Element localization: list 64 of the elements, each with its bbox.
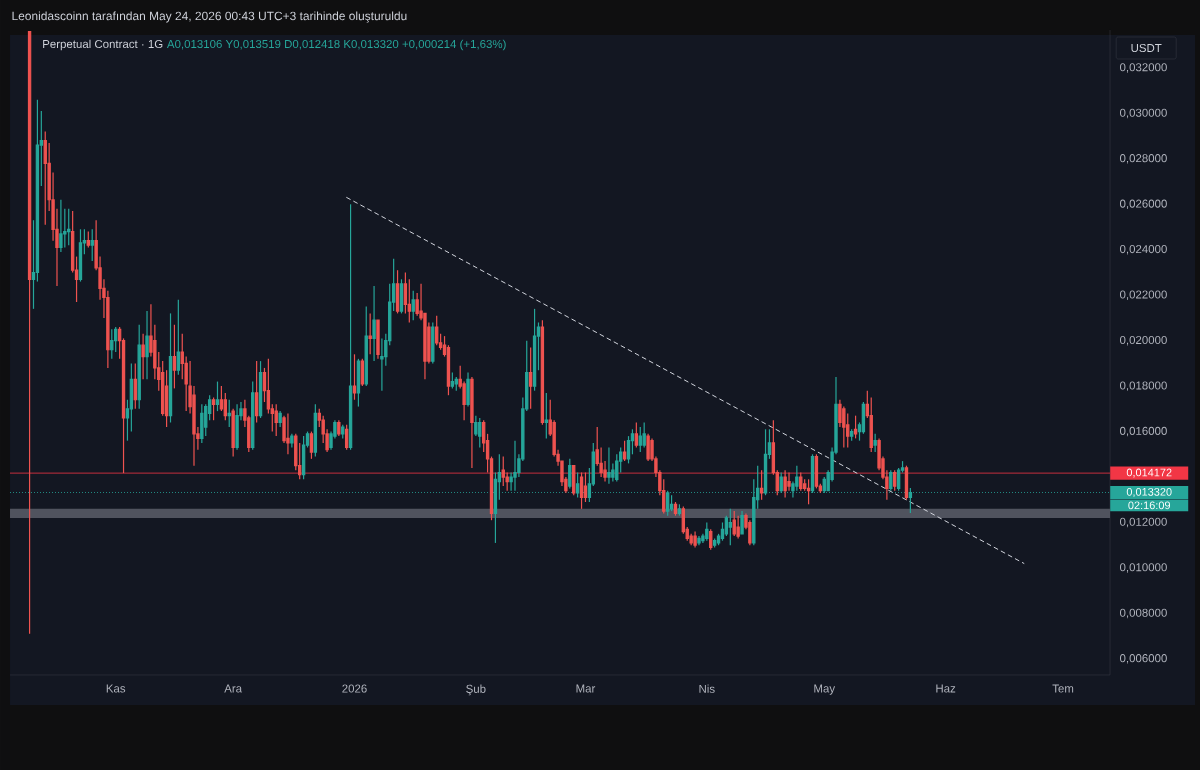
- text: 02:16:09: [1128, 501, 1171, 510]
- x-tick-label: Nis: [699, 684, 715, 693]
- y-tick-label: 0,024000: [1119, 245, 1167, 255]
- candlestick: [141, 333, 145, 380]
- candlestick: [192, 385, 196, 467]
- text: Perpetual Contract · 1G: [43, 39, 163, 51]
- ref-line-label: 0,013320: [1126, 487, 1172, 498]
- candlestick: [783, 469, 787, 499]
- x-tick-label: Şub: [466, 684, 486, 696]
- y-tick-label: 0,020000: [1119, 335, 1167, 346]
- y-tick-label: 0,012000: [1119, 517, 1167, 528]
- candlestick: [799, 471, 803, 492]
- candlestick: [282, 415, 286, 444]
- y-tick-label: 0,022000: [1119, 290, 1167, 300]
- chart-title: Leonidascoinn tarafından May 24, 2026 00:43 UTC+3 tarihinde oluşturuldu: [12, 11, 407, 23]
- y-tick-label: 0,028000: [1119, 154, 1167, 164]
- candlestick: [290, 433, 294, 449]
- annotation: A0,013106 Y0,013519 D0,012418 K0,013320 +0,000214 (+1,63%): [166, 39, 506, 51]
- y-tick-label: 0,030000: [1119, 108, 1167, 119]
- y-tick-label: 0,010000: [1119, 563, 1167, 573]
- candlestick: [736, 515, 740, 539]
- x-tick-label: Tem: [1052, 684, 1074, 693]
- x-tick-label: Ara: [224, 684, 243, 693]
- candlestick: [470, 376, 474, 469]
- candlestick: [599, 446, 603, 478]
- candlestick: [176, 299, 181, 376]
- candlestick: [838, 399, 842, 428]
- y-tick-label: 0,008000: [1119, 608, 1167, 619]
- candlestick: [697, 535, 701, 546]
- candlestick: [106, 290, 110, 369]
- candlestick: [693, 530, 697, 549]
- y-tick-label: 0,016000: [1119, 426, 1167, 437]
- candlestick: [231, 408, 235, 458]
- candlestick: [701, 533, 705, 544]
- y-tick-label: 0,032000: [1119, 63, 1167, 73]
- candlestick: [607, 446, 611, 485]
- candlestick: [153, 324, 157, 380]
- candlestick: [372, 285, 376, 362]
- candlestick: [462, 380, 466, 421]
- candlestick: [873, 433, 877, 453]
- candlestick: [787, 471, 791, 492]
- candlestick: [646, 433, 650, 462]
- y-tick-label: 0,006000: [1119, 654, 1167, 664]
- candlestick: [380, 337, 384, 392]
- candlestick: [235, 403, 239, 451]
- x-tick-label: Mar: [576, 684, 596, 693]
- candlestick: [286, 412, 290, 455]
- x-tick-label: Haz: [936, 684, 956, 693]
- candlestick: [552, 419, 556, 458]
- candlestick: [145, 310, 149, 380]
- candlestick: [869, 396, 873, 453]
- candlestick: [466, 371, 470, 408]
- y-axis-title: USDT: [1131, 43, 1162, 53]
- x-tick-label: 2026: [342, 684, 367, 693]
- candlestick: [748, 519, 752, 546]
- y-tick-label: 0,018000: [1119, 381, 1167, 391]
- candlestick: [278, 410, 282, 428]
- x-tick-label: Kas: [106, 684, 126, 693]
- candlestick: [59, 199, 63, 253]
- candlestick: [603, 460, 607, 483]
- y-tick-label: 0,026000: [1119, 199, 1167, 210]
- ref-line-label: 0,014172: [1126, 468, 1172, 478]
- candlestick: [532, 308, 537, 392]
- x-tick-label: May: [814, 684, 836, 695]
